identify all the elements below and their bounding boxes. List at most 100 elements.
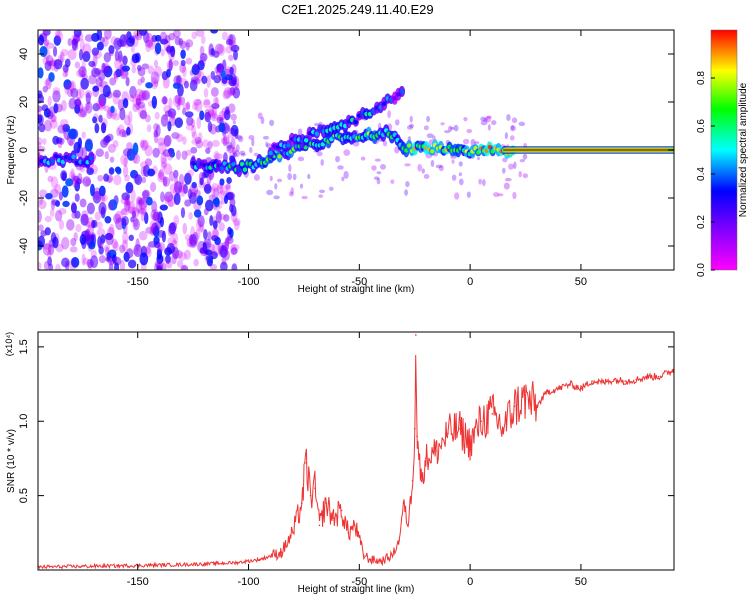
noise-cell — [112, 89, 122, 98]
noise-cell — [463, 117, 468, 122]
noise-cell — [222, 59, 227, 73]
snr-point — [362, 554, 365, 556]
noise-cell — [181, 150, 188, 160]
noise-cell — [239, 150, 246, 156]
noise-cell — [187, 169, 195, 177]
snr-point — [380, 560, 383, 562]
snr-frame — [37, 331, 675, 571]
noise-cell — [443, 130, 451, 134]
noise-cell — [138, 199, 145, 206]
noise-cell — [170, 111, 176, 120]
noise-cell — [181, 265, 187, 270]
noise-cell — [113, 213, 122, 224]
noise-cell — [131, 65, 137, 74]
noise-cell — [113, 70, 119, 79]
noise-cell — [190, 146, 198, 154]
noise-cell — [337, 165, 344, 170]
noise-cell — [227, 87, 237, 97]
noise-cell — [188, 212, 193, 220]
noise-cell — [462, 138, 470, 145]
ridge-cell — [71, 154, 76, 160]
noise-cell — [103, 173, 109, 182]
noise-cell — [197, 60, 205, 71]
noise-cell — [63, 79, 72, 90]
noise-cell — [99, 83, 104, 93]
noise-cell — [421, 168, 425, 174]
noise-cell — [145, 82, 153, 89]
noise-cell — [115, 167, 122, 175]
noise-cell — [218, 213, 226, 220]
noise-cell — [96, 228, 106, 237]
noise-cell — [493, 192, 500, 198]
noise-cell — [163, 114, 169, 121]
figure-title: C2E1.2025.249.11.40.E29 — [281, 2, 434, 17]
noise-cell — [121, 239, 128, 252]
noise-cell — [54, 30, 61, 40]
noise-cell — [84, 102, 90, 111]
noise-cell — [39, 189, 48, 197]
noise-cell — [157, 137, 166, 146]
noise-cell — [137, 101, 146, 109]
colorbar-tick-label: 0.8 — [696, 71, 707, 85]
noise-cell — [318, 194, 323, 198]
noise-cell — [508, 163, 514, 170]
noise-cell — [173, 232, 179, 245]
noise-cell — [211, 182, 219, 192]
noise-cell — [134, 174, 143, 186]
noise-cell — [174, 94, 181, 105]
x-tick-label: -50 — [351, 276, 367, 288]
noise-cell — [82, 176, 92, 187]
noise-cell — [485, 115, 492, 123]
noise-cell — [341, 176, 345, 182]
noise-cell — [182, 102, 190, 110]
noise-cell — [166, 243, 175, 254]
noise-cell — [273, 195, 280, 200]
noise-cell — [214, 96, 220, 110]
noise-cell — [132, 142, 139, 156]
noise-cell — [204, 199, 214, 212]
noise-cell — [154, 34, 162, 42]
x-tick-label: -150 — [127, 276, 149, 288]
y-tick-label: 0 — [18, 147, 30, 153]
noise-cell — [178, 173, 185, 185]
noise-cell — [320, 159, 324, 166]
noise-cell — [112, 256, 122, 266]
noise-cell — [180, 207, 186, 219]
noise-cell — [150, 71, 160, 85]
noise-cell — [43, 39, 50, 46]
noise-cell — [145, 33, 154, 47]
noise-cell — [81, 253, 86, 266]
noise-cell — [225, 141, 233, 149]
noise-cell — [186, 116, 194, 126]
noise-cell — [404, 189, 408, 196]
noise-cell — [211, 102, 220, 110]
noise-cell — [104, 151, 109, 160]
noise-cell — [52, 236, 59, 249]
noise-cell — [417, 164, 423, 172]
noise-cell — [59, 51, 65, 63]
noise-cell — [85, 92, 91, 105]
noise-cell — [42, 138, 47, 146]
ridge-cell — [88, 156, 94, 161]
noise-cell — [52, 90, 61, 103]
noise-cell — [153, 241, 161, 249]
noise-cell — [240, 152, 246, 157]
noise-cell — [74, 193, 80, 202]
noise-cell — [164, 195, 170, 205]
noise-cell — [124, 174, 130, 182]
noise-cell — [406, 125, 414, 130]
noise-cell — [172, 95, 182, 108]
noise-cell — [70, 237, 77, 247]
noise-cell — [519, 158, 525, 163]
noise-cell — [231, 263, 238, 270]
noise-cell — [70, 168, 75, 179]
noise-cell — [180, 49, 186, 59]
snr-series — [38, 334, 674, 570]
noise-cell — [119, 63, 124, 77]
noise-cell — [98, 93, 107, 107]
noise-cell — [45, 54, 54, 66]
noise-cell — [64, 83, 70, 95]
snr-point — [407, 524, 409, 527]
